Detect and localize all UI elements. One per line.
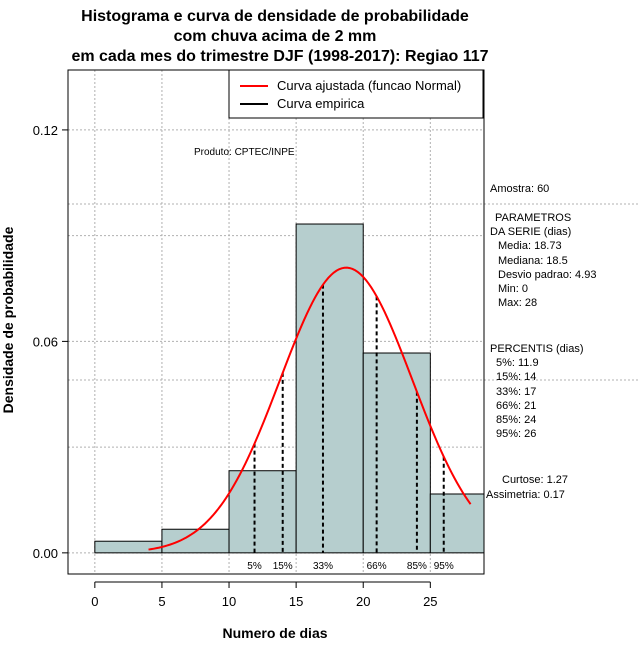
x-tick-label: 25 (423, 594, 437, 609)
percentiles-title: PERCENTIS (dias) (490, 343, 584, 355)
histogram-bar (295, 223, 364, 554)
chart-title-line-1: Histograma e curva de densidade de proba… (81, 8, 469, 25)
y-tick-label: 0.00 (33, 546, 58, 561)
chart-title-line-3: em cada mes do trimestre DJF (1998-2017)… (71, 48, 488, 65)
legend-box (228, 69, 484, 119)
percentile-label: 5% (247, 561, 262, 572)
stat-max: Max: 28 (498, 297, 537, 309)
chart-title-line-2: com chuva acima de 2 mm (174, 28, 377, 45)
histogram-bars (94, 223, 485, 554)
x-tick-label: 15 (289, 594, 303, 609)
stat-sd: Desvio padrao: 4.93 (498, 269, 596, 281)
x-tick-label: 20 (356, 594, 370, 609)
stat-mean: Media: 18.73 (498, 240, 562, 252)
parameters-title: PARAMETROS (495, 212, 571, 224)
sample-size: Amostra: 60 (490, 183, 549, 195)
stat-median: Mediana: 18.5 (498, 255, 568, 267)
x-tick-label: 10 (222, 594, 236, 609)
x-tick-label: 0 (91, 594, 98, 609)
statistics-panel: Amostra: 60 PARAMETROS DA SERIE (dias) M… (486, 183, 596, 501)
stat-p5: 5%: 11.9 (496, 357, 539, 369)
y-axis: 0.00 0.06 0.12 (33, 123, 69, 561)
stat-p66: 66%: 21 (496, 400, 536, 412)
parameters-subtitle: DA SERIE (dias) (490, 226, 571, 238)
percentile-label: 66% (367, 561, 387, 572)
x-axis-label: Numero de dias (222, 625, 327, 641)
x-axis: 0 5 10 15 20 25 (91, 581, 438, 609)
histogram-bar (228, 470, 297, 554)
percentile-label: 15% (273, 561, 293, 572)
percentile-label: 95% (434, 561, 454, 572)
y-tick-label: 0.12 (33, 123, 58, 138)
percentile-label: 33% (313, 561, 333, 572)
legend: Curva ajustada (funcao Normal) Curva emp… (228, 69, 484, 119)
y-tick-label: 0.06 (33, 334, 58, 349)
normal-curve-layer (148, 266, 472, 551)
stat-p95: 95%: 26 (496, 428, 536, 440)
stat-p85: 85%: 24 (496, 414, 536, 426)
x-tick-label: 5 (158, 594, 165, 609)
percentile-lines: 5% 15% 33% 66% 85% 95% (247, 284, 454, 572)
histogram-bar (94, 540, 163, 554)
percentile-label: 85% (407, 561, 427, 572)
stat-kurtosis: Curtose: 1.27 (502, 474, 568, 486)
histogram-bar (161, 528, 230, 554)
stat-p15: 15%: 14 (496, 371, 536, 383)
histogram-bar (429, 493, 485, 554)
histogram-bar (362, 352, 431, 554)
y-axis-label: Densidade de probabilidade (0, 226, 16, 413)
normal-curve (148, 266, 472, 551)
stat-min: Min: 0 (498, 283, 528, 295)
legend-label-normal: Curva ajustada (funcao Normal) (277, 78, 461, 93)
stat-skewness: Assimetria: 0.17 (486, 489, 565, 501)
stat-p33: 33%: 17 (496, 386, 536, 398)
legend-label-empirical: Curva empirica (277, 96, 365, 111)
product-annotation: Produto: CPTEC/INPE (194, 147, 295, 158)
